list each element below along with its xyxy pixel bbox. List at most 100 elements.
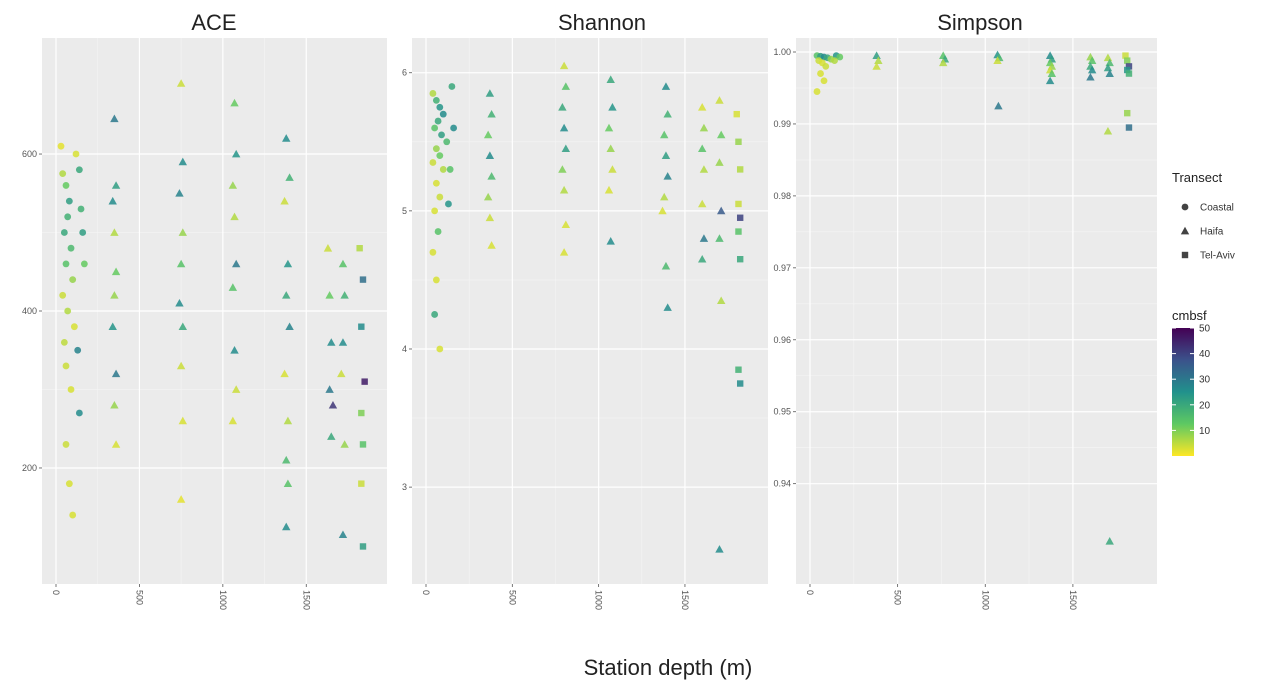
data-point [436, 194, 443, 201]
data-point [63, 182, 70, 189]
x-tick-label: 1500 [1068, 590, 1078, 610]
data-point [737, 256, 743, 262]
data-point [66, 480, 73, 487]
data-point [78, 206, 85, 213]
shape-legend-label: Tel-Aviv [1200, 251, 1235, 262]
data-point [360, 276, 366, 282]
panel-simpson: 0.940.950.960.970.980.991.00 0 500 1000 150… [773, 10, 1157, 610]
data-point [445, 201, 452, 208]
data-point [431, 311, 438, 318]
data-point [448, 83, 455, 90]
data-point [436, 346, 443, 353]
data-point [435, 228, 442, 235]
colorbar-tick-label: 10 [1199, 426, 1211, 437]
y-tick-label: 4 [402, 344, 407, 354]
panel-ace-x-axis: 0 500 1000 1500 [51, 584, 311, 610]
data-point [431, 125, 438, 132]
y-tick-label: 400 [22, 306, 37, 316]
panel-shannon: 3456 0 500 1000 1500 Shannon [402, 10, 768, 610]
data-point [68, 245, 75, 252]
data-point [430, 90, 437, 97]
data-point [735, 228, 741, 234]
data-point [831, 57, 838, 64]
data-point [61, 339, 68, 346]
colorbar-tick-label: 50 [1199, 324, 1211, 335]
data-point [440, 166, 447, 173]
y-tick-label: 6 [402, 68, 407, 78]
data-point [436, 104, 443, 111]
data-point [737, 166, 743, 172]
data-point [1124, 110, 1130, 116]
data-point [73, 151, 80, 158]
data-point [433, 97, 440, 104]
y-tick-label: 0.94 [773, 479, 791, 489]
data-point [81, 261, 88, 268]
x-tick-label: 1500 [301, 590, 311, 610]
data-point [438, 131, 445, 138]
data-point [735, 201, 741, 207]
data-point [358, 480, 364, 486]
data-point [440, 111, 447, 118]
data-point [361, 378, 367, 384]
data-point [430, 249, 437, 256]
colorbar-tick-label: 20 [1199, 400, 1211, 411]
x-tick-label: 0 [421, 590, 431, 595]
x-tick-label: 500 [507, 590, 517, 605]
data-point [59, 170, 66, 177]
data-point [76, 410, 83, 417]
data-point [431, 207, 438, 214]
x-tick-label: 1000 [980, 590, 990, 610]
x-tick-label: 1000 [218, 590, 228, 610]
data-point [821, 77, 828, 84]
y-tick-label: 200 [22, 463, 37, 473]
shape-legend-title: Transect [1172, 170, 1222, 185]
data-point [58, 143, 65, 150]
data-point [735, 367, 741, 373]
data-point [63, 261, 70, 268]
panel-simpson-y-axis: 0.940.950.960.970.980.991.00 [773, 47, 796, 489]
data-point [817, 70, 824, 77]
x-tick-label: 1500 [680, 590, 690, 610]
colorbar-tick-label: 40 [1199, 349, 1211, 360]
data-point [734, 111, 740, 117]
data-point [430, 159, 437, 166]
data-point [450, 125, 457, 132]
colorbar-tick-label: 30 [1199, 375, 1211, 386]
shape-legend-items: CoastalHaifaTel-Aviv [1181, 203, 1235, 262]
data-point [433, 145, 440, 152]
x-tick-label: 500 [134, 590, 144, 605]
colorbar [1172, 328, 1194, 456]
shape-legend-item: Coastal [1182, 203, 1234, 214]
panel-ace-y-axis: 200 400 600 [22, 149, 42, 473]
y-tick-label: 0.95 [773, 407, 791, 417]
legend-marker [1182, 252, 1188, 258]
data-point [360, 441, 366, 447]
y-tick-label: 1.00 [773, 47, 791, 57]
data-point [66, 198, 73, 205]
x-tick-label: 0 [51, 590, 61, 595]
data-point [74, 347, 81, 354]
data-point [360, 543, 366, 549]
y-tick-label: 3 [402, 482, 407, 492]
panel-simpson-background [796, 38, 1157, 584]
data-point [59, 292, 66, 299]
data-point [1126, 124, 1132, 130]
data-point [433, 180, 440, 187]
data-point [69, 276, 76, 283]
data-point [68, 386, 75, 393]
legend-marker [1182, 204, 1189, 211]
data-point [69, 512, 76, 519]
data-point [358, 410, 364, 416]
x-tick-label: 0 [805, 590, 815, 595]
shape-legend-label: Coastal [1200, 203, 1234, 214]
panel-shannon-x-axis: 0 500 1000 1500 [421, 584, 690, 610]
data-point [436, 152, 443, 159]
shape-legend-item: Tel-Aviv [1182, 251, 1235, 262]
y-tick-label: 0.96 [773, 335, 791, 345]
data-point [433, 277, 440, 284]
panel-ace-title: ACE [191, 10, 236, 35]
color-legend-title: cmbsf [1172, 308, 1207, 323]
data-point [76, 166, 83, 173]
data-point [735, 139, 741, 145]
